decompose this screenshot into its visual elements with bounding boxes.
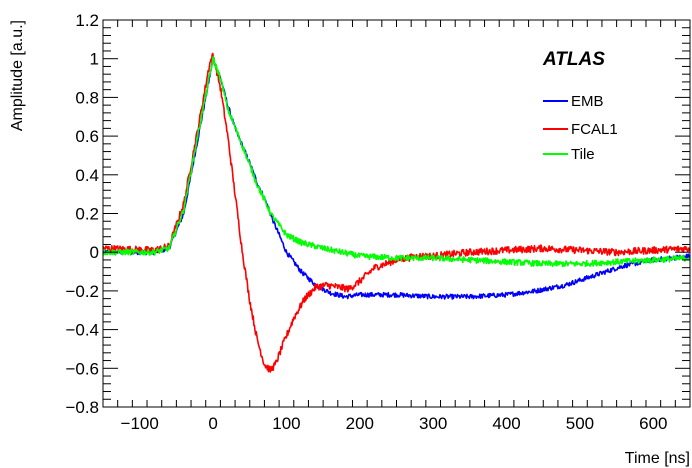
y-tick-label: −0.6 (65, 359, 99, 378)
legend-label-emb: EMB (571, 93, 604, 110)
x-tick-label: 100 (272, 414, 300, 433)
y-tick-label: −0.8 (65, 398, 99, 417)
y-tick-label: 0 (90, 243, 99, 262)
legend: EMB FCAL1 Tile (543, 93, 618, 163)
axis-ticks (102, 19, 691, 408)
x-tick-labels: −100 0 100 200 300 400 500 600 (121, 414, 668, 433)
legend-label-tile: Tile (571, 146, 595, 163)
x-axis-title: Time [ns] (625, 450, 690, 467)
series-line-tile (102, 56, 691, 268)
x-tick-label: 600 (639, 414, 667, 433)
y-tick-label: 0.8 (75, 88, 99, 107)
x-tick-label: 400 (492, 414, 520, 433)
plot-frame (102, 19, 691, 408)
y-tick-label: 1 (90, 50, 99, 69)
x-tick-label: −100 (121, 414, 159, 433)
y-tick-label: −0.4 (65, 321, 99, 340)
atlas-annotation: ATLAS (542, 49, 605, 70)
x-tick-label: 200 (346, 414, 374, 433)
y-tick-label: 0.6 (75, 127, 99, 146)
legend-label-fcal1: FCAL1 (571, 121, 618, 138)
y-axis-title: Amplitude [a.u.] (9, 20, 26, 131)
y-tick-label: 0.4 (75, 166, 99, 185)
x-tick-label: 300 (419, 414, 447, 433)
y-tick-label: 0.2 (75, 205, 99, 224)
x-tick-label: 500 (566, 414, 594, 433)
y-tick-labels: −0.8 −0.6 −0.4 −0.2 0 0.2 0.4 0.6 0.8 1 1.2 (65, 11, 99, 417)
y-tick-label: 1.2 (75, 11, 99, 30)
x-tick-label: 0 (208, 414, 217, 433)
series-layer (102, 52, 691, 373)
y-tick-label: −0.2 (65, 282, 99, 301)
